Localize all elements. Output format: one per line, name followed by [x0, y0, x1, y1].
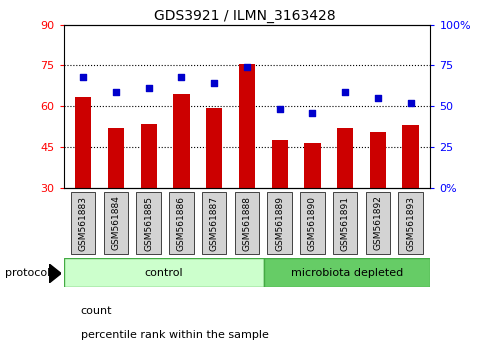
Text: GSM561888: GSM561888 — [242, 195, 251, 251]
Point — [243, 64, 250, 70]
FancyBboxPatch shape — [136, 192, 161, 254]
FancyBboxPatch shape — [398, 192, 422, 254]
Text: GSM561885: GSM561885 — [144, 195, 153, 251]
Bar — [173, 94, 189, 188]
Text: microbiota depleted: microbiota depleted — [290, 268, 402, 278]
Bar — [304, 143, 320, 188]
Bar — [336, 128, 353, 188]
FancyBboxPatch shape — [365, 192, 389, 254]
Text: percentile rank within the sample: percentile rank within the sample — [81, 330, 268, 339]
Text: GSM561889: GSM561889 — [275, 195, 284, 251]
Text: count: count — [81, 306, 112, 316]
Text: GSM561893: GSM561893 — [406, 195, 414, 251]
FancyBboxPatch shape — [63, 258, 263, 287]
Bar — [75, 97, 91, 188]
Bar — [369, 132, 386, 188]
Point — [79, 74, 87, 80]
Text: GSM561886: GSM561886 — [177, 195, 185, 251]
Point — [373, 95, 381, 101]
FancyBboxPatch shape — [71, 192, 95, 254]
Text: GSM561887: GSM561887 — [209, 195, 218, 251]
Text: GSM561892: GSM561892 — [373, 195, 382, 251]
FancyBboxPatch shape — [169, 192, 193, 254]
Point — [177, 74, 185, 80]
Point — [341, 89, 348, 95]
Point — [406, 100, 414, 106]
Bar — [205, 108, 222, 188]
FancyBboxPatch shape — [103, 192, 128, 254]
FancyBboxPatch shape — [267, 192, 291, 254]
Text: GSM561884: GSM561884 — [111, 195, 120, 251]
Text: GSM561891: GSM561891 — [340, 195, 349, 251]
Point — [308, 110, 316, 115]
Point — [112, 89, 120, 95]
Bar — [402, 125, 418, 188]
FancyBboxPatch shape — [234, 192, 259, 254]
Point — [144, 85, 152, 91]
Text: control: control — [144, 268, 183, 278]
Polygon shape — [49, 264, 61, 283]
FancyBboxPatch shape — [332, 192, 357, 254]
Text: GSM561883: GSM561883 — [79, 195, 87, 251]
Text: protocol: protocol — [5, 268, 50, 278]
Bar — [107, 128, 124, 188]
Bar — [271, 140, 287, 188]
Text: GSM561890: GSM561890 — [307, 195, 316, 251]
FancyBboxPatch shape — [202, 192, 226, 254]
Point — [275, 107, 283, 112]
Bar — [238, 64, 255, 188]
FancyBboxPatch shape — [263, 258, 429, 287]
Point — [210, 81, 218, 86]
Bar — [140, 124, 157, 188]
FancyBboxPatch shape — [300, 192, 324, 254]
Text: GDS3921 / ILMN_3163428: GDS3921 / ILMN_3163428 — [153, 9, 335, 23]
